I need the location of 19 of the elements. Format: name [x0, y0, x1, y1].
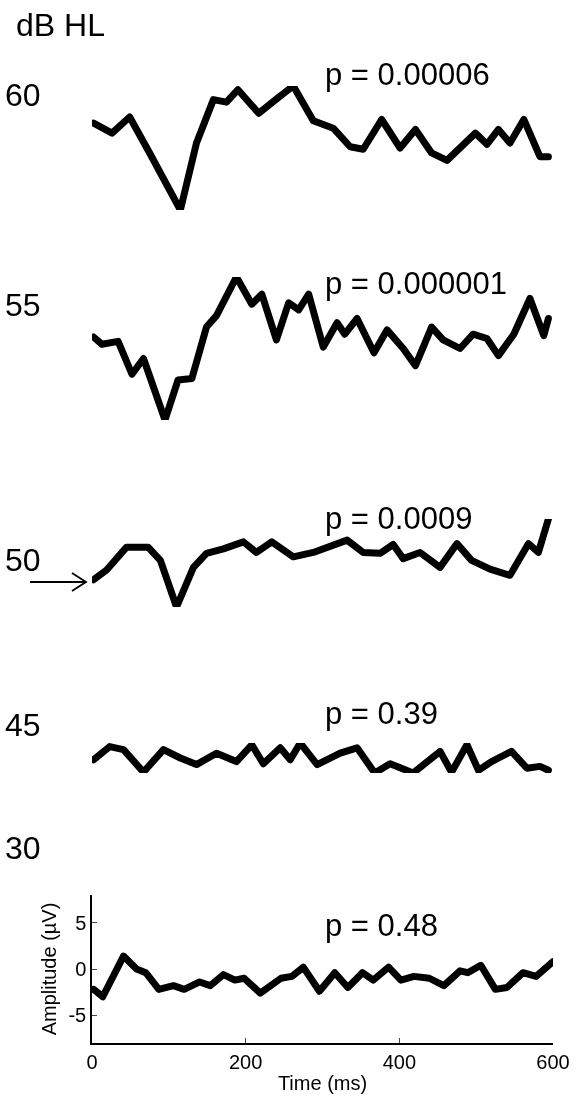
y-tick-label: 0	[75, 958, 87, 980]
annotation: p = 0.00006	[325, 57, 490, 92]
x-tick-label: 600	[536, 1050, 570, 1073]
chart-title: 60	[5, 77, 41, 113]
y-tick-label: 5	[75, 911, 87, 934]
y-axis-title: Amplitude (µV)	[38, 902, 61, 1036]
x-tick-label: 400	[382, 1050, 417, 1073]
annotation: p = 0.48	[325, 908, 438, 943]
chart-title: 55	[5, 287, 41, 323]
x-axis-title: Time (ms)	[277, 1071, 368, 1094]
annotation: p = 0.0009	[325, 501, 473, 536]
chart-title: 45	[5, 707, 41, 743]
annotation: p = 0.000001	[325, 266, 507, 301]
text: 50	[5, 542, 41, 578]
text: p = 0.39	[325, 696, 438, 731]
y-tick-label: -5	[68, 1004, 87, 1027]
text: dB HL	[16, 7, 105, 43]
x-tick-label: 200	[228, 1050, 263, 1073]
chart-title: 30	[5, 830, 41, 866]
